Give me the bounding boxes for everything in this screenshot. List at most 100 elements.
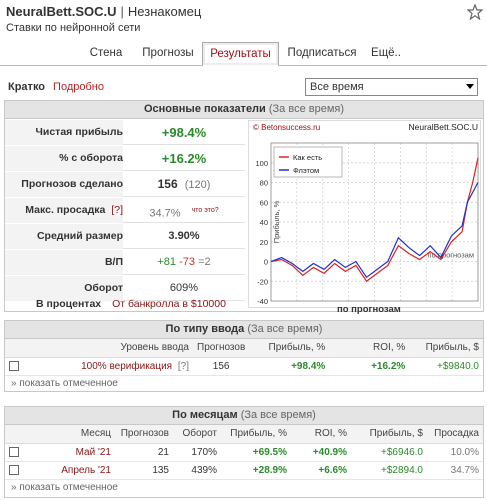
table-header-row: Месяц Прогнозов Оборот Прибыль, % ROI, %… — [5, 425, 483, 444]
stat-label: В/П — [5, 250, 123, 275]
profit-chart: -40 -20 0 20 40 60 80 100 © Betonsuccess.ru Neura… — [248, 120, 481, 308]
y-axis-label: Прибыль, % — [272, 200, 281, 243]
stat-value: 156 — [157, 177, 178, 191]
stat-win-loss: В/П +81 -73 =2 — [5, 250, 245, 275]
stat-forecasts-made: Прогнозов сделано 156 (120) — [5, 172, 245, 197]
row-checkbox-cell — [5, 357, 23, 376]
pushes-count: =2 — [198, 256, 211, 268]
detailed-link[interactable]: Подробно — [53, 81, 104, 93]
month-link[interactable]: Май '21 — [23, 443, 115, 462]
series-line-flat — [270, 182, 479, 279]
losses-count: -73 — [179, 256, 196, 268]
chevron-down-icon — [466, 84, 474, 89]
month-link[interactable]: Апрель '21 — [23, 461, 115, 480]
legend-entry: Как есть — [293, 153, 322, 162]
stat-label: Прогнозов сделано — [5, 172, 123, 197]
legend-entry: Флэтом — [293, 166, 319, 175]
show-selected-link[interactable]: » показать отмеченное — [11, 377, 118, 389]
help-link[interactable]: [?] — [111, 204, 123, 216]
percent-bankroll-line: В процентах От банкролла в $10000 — [36, 298, 226, 310]
table-row: 100% верификация [?] 156 +98.4% +16.2% +… — [5, 357, 483, 376]
bankroll-note[interactable]: От банкролла в $10000 — [112, 298, 226, 310]
tab-subscribe[interactable]: Подписаться — [287, 47, 357, 59]
stat-value-wrap: 156 (120) — [123, 172, 245, 197]
brief-link[interactable]: Кратко — [8, 81, 46, 93]
count-cell: 156 — [193, 357, 250, 376]
stat-label-wrap: Макс. просадка [?] — [5, 198, 123, 223]
row-checkbox-cell — [5, 443, 23, 462]
column-header: Прибыль, % — [249, 339, 330, 358]
column-header: Прибыль, $ — [409, 339, 483, 358]
stat-label: Оборот — [5, 276, 123, 301]
row-checkbox[interactable] — [9, 446, 19, 457]
y-tick-label: -20 — [257, 277, 268, 286]
tab-wall[interactable]: Стена — [89, 47, 123, 59]
profit-usd-cell: +$2894.0 — [351, 461, 427, 480]
series-line-as-is — [270, 157, 479, 283]
stat-extra: (120) — [184, 179, 211, 191]
by-input-period: (За все время) — [247, 323, 323, 335]
wins-count: +81 — [157, 256, 177, 268]
column-header: Прибыль, $ — [351, 425, 427, 444]
stat-value: +16.2% — [161, 151, 207, 166]
tab-forecasts[interactable]: Прогнозы — [142, 47, 194, 59]
y-tick-label: 100 — [255, 159, 268, 168]
profile-name[interactable]: NeuralBett.SOC.U — [6, 4, 117, 19]
period-select-value: Все время — [310, 81, 364, 93]
row-checkbox[interactable] — [9, 464, 19, 475]
row-checkbox[interactable] — [9, 360, 19, 371]
roi-cell: +16.2% — [329, 357, 410, 376]
column-header: Прогнозов — [115, 425, 173, 444]
plot-frame — [270, 142, 479, 302]
column-header: Прогнозов — [193, 339, 250, 358]
by-month-title: По месяцам — [172, 409, 238, 421]
by-month-panel: По месяцам (За все время) Месяц Прогнозо… — [4, 406, 484, 498]
row-checkbox-cell — [5, 461, 23, 480]
what-is-it-link[interactable]: что это? — [191, 207, 219, 214]
tab-more[interactable]: Ещё.. — [371, 47, 401, 59]
profit-usd-cell: +$9840.0 — [409, 357, 483, 376]
by-month-table: Месяц Прогнозов Оборот Прибыль, % ROI, %… — [5, 425, 483, 480]
chart-x-label: по прогнозам — [337, 304, 401, 315]
stat-label: Чистая прибыль — [5, 120, 123, 145]
level-link[interactable]: 100% верификация — [81, 360, 173, 372]
profit-pct-cell: +69.5% — [221, 443, 291, 462]
main-stats-title: Основные показатели — [143, 103, 266, 115]
summary-toggle: Кратко Подробно — [8, 81, 104, 93]
help-link[interactable]: [?] — [177, 360, 189, 372]
stat-max-drawdown: Макс. просадка [?] 34.7% что это? — [5, 198, 245, 223]
column-header: ROI, % — [329, 339, 410, 358]
main-stats-header: Основные показатели (За все время) — [5, 101, 483, 119]
header-checkbox-col — [5, 339, 23, 358]
show-selected-link[interactable]: » показать отмеченное — [11, 481, 118, 493]
percent-label: В процентах — [36, 298, 102, 310]
stat-value: 3.90% — [168, 230, 200, 242]
title-separator: | — [120, 4, 124, 19]
stat-value-wrap: 34.7% что это? — [123, 198, 245, 223]
main-stats-period: (За все время) — [268, 103, 345, 115]
by-input-title: По типу ввода — [165, 323, 245, 335]
stat-value-wrap: +81 -73 =2 — [123, 250, 245, 275]
star-icon[interactable] — [467, 4, 483, 20]
turnover-cell: 439% — [173, 461, 221, 480]
column-header: Просадка — [427, 425, 483, 444]
y-tick-label: 60 — [260, 198, 268, 207]
drawdown-cell: 34.7% — [427, 461, 483, 480]
main-stats-panel: Основные показатели (За все время) Чиста… — [4, 100, 484, 312]
count-cell: 135 — [115, 461, 173, 480]
stat-value: 609% — [169, 282, 199, 294]
profit-chart-svg: -40 -20 0 20 40 60 80 100 © Betonsuccess.ru Neura… — [253, 122, 479, 306]
period-select[interactable]: Все время — [305, 78, 478, 96]
stat-turnover: Оборот 609% — [5, 276, 245, 301]
tab-results[interactable]: Результаты — [202, 42, 279, 67]
by-input-table: Уровень ввода Прогнозов Прибыль, % ROI, … — [5, 339, 483, 376]
turnover-cell: 170% — [173, 443, 221, 462]
profile-nav: Стена Прогнозы Результаты Подписаться Ещ… — [0, 42, 487, 67]
x-axis-inplot-label: по прогнозам — [428, 251, 474, 260]
legend-box — [273, 146, 343, 178]
stat-avg-size: Средний размер 3.90% — [5, 224, 245, 249]
column-header: Прибыль, % — [221, 425, 291, 444]
y-tick-label: 0 — [264, 258, 268, 267]
column-header: ROI, % — [291, 425, 351, 444]
header-checkbox-col — [5, 425, 23, 444]
